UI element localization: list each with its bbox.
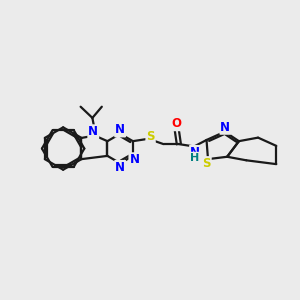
Text: O: O: [172, 117, 182, 130]
Text: N: N: [190, 146, 200, 159]
Text: N: N: [115, 161, 125, 174]
Text: N: N: [88, 125, 98, 138]
Text: S: S: [202, 157, 211, 170]
Text: N: N: [129, 153, 140, 166]
Text: S: S: [146, 130, 155, 143]
Text: N: N: [220, 121, 230, 134]
Text: N: N: [115, 124, 125, 136]
Text: H: H: [190, 153, 200, 163]
